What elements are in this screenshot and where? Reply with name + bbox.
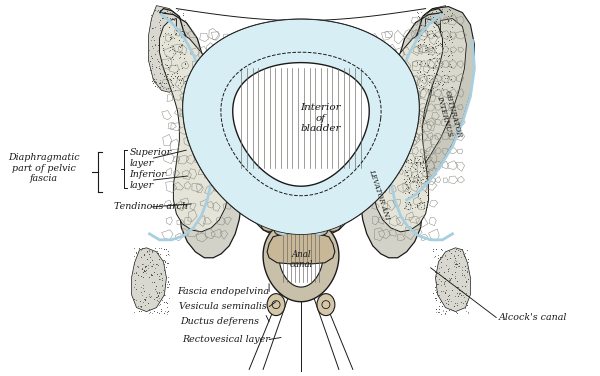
Polygon shape bbox=[357, 9, 443, 258]
Circle shape bbox=[315, 227, 323, 235]
Text: Rectovesical layer: Rectovesical layer bbox=[182, 335, 270, 344]
Polygon shape bbox=[436, 248, 470, 312]
Text: Vesicula seminalis: Vesicula seminalis bbox=[179, 302, 267, 311]
Polygon shape bbox=[233, 62, 368, 185]
Text: Ductus deferens: Ductus deferens bbox=[180, 317, 259, 326]
Text: Tendinous arch: Tendinous arch bbox=[113, 202, 188, 211]
Ellipse shape bbox=[274, 224, 288, 235]
Ellipse shape bbox=[267, 294, 285, 315]
Polygon shape bbox=[250, 76, 352, 168]
Polygon shape bbox=[279, 231, 323, 287]
Text: LEVATOR ANI: LEVATOR ANI bbox=[367, 168, 391, 221]
Polygon shape bbox=[263, 218, 339, 302]
Circle shape bbox=[329, 220, 337, 228]
Polygon shape bbox=[267, 233, 335, 264]
Polygon shape bbox=[183, 19, 419, 235]
Ellipse shape bbox=[325, 218, 341, 231]
Polygon shape bbox=[131, 248, 166, 312]
Polygon shape bbox=[200, 33, 402, 218]
Circle shape bbox=[317, 229, 320, 232]
Text: Fascia endopelvina: Fascia endopelvina bbox=[177, 287, 269, 296]
Text: OBTURATOR
INTERNUS: OBTURATOR INTERNUS bbox=[434, 89, 463, 141]
Polygon shape bbox=[217, 47, 385, 201]
Polygon shape bbox=[409, 18, 466, 178]
Polygon shape bbox=[284, 104, 318, 135]
Circle shape bbox=[331, 222, 334, 225]
Polygon shape bbox=[267, 90, 335, 152]
Polygon shape bbox=[148, 6, 187, 92]
Polygon shape bbox=[371, 18, 443, 232]
Text: Alcock's canal: Alcock's canal bbox=[499, 313, 567, 322]
Text: Diaphragmatic
part of pelvic
fascia: Diaphragmatic part of pelvic fascia bbox=[8, 153, 80, 183]
Text: Superior
layer: Superior layer bbox=[130, 149, 172, 168]
Text: Interior
of
bladder: Interior of bladder bbox=[301, 103, 341, 133]
Polygon shape bbox=[160, 18, 231, 232]
Ellipse shape bbox=[261, 218, 277, 231]
Polygon shape bbox=[183, 19, 419, 235]
Ellipse shape bbox=[317, 294, 335, 315]
Ellipse shape bbox=[314, 224, 328, 235]
Polygon shape bbox=[401, 7, 475, 200]
Circle shape bbox=[268, 222, 271, 225]
Text: Anal
canal: Anal canal bbox=[289, 250, 313, 270]
Polygon shape bbox=[160, 9, 245, 258]
Polygon shape bbox=[233, 63, 369, 186]
Circle shape bbox=[279, 227, 287, 235]
Text: Inferior
layer: Inferior layer bbox=[130, 170, 166, 190]
Polygon shape bbox=[255, 178, 347, 237]
Polygon shape bbox=[416, 6, 454, 92]
Circle shape bbox=[281, 229, 284, 232]
Circle shape bbox=[265, 220, 273, 228]
